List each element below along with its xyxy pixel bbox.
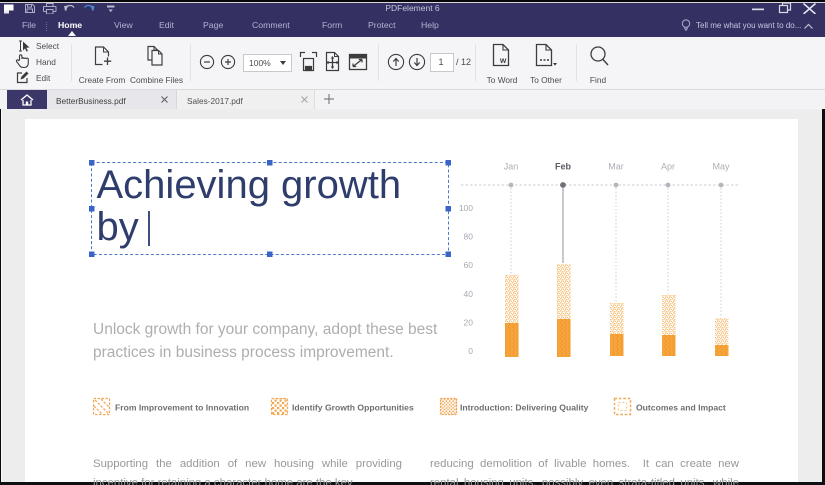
svg-text:80: 80 — [464, 232, 474, 242]
svg-text:Feb: Feb — [555, 162, 572, 172]
svg-text:40: 40 — [464, 289, 474, 299]
svg-text:Introduction: Delivering Quali: Introduction: Delivering Quality — [460, 403, 589, 413]
svg-text:60: 60 — [464, 260, 474, 270]
svg-text:Mar: Mar — [608, 162, 624, 172]
svg-text:Identify Growth Opportunities: Identify Growth Opportunities — [292, 403, 414, 413]
svg-text:20: 20 — [464, 317, 474, 327]
svg-text:May: May — [712, 162, 730, 172]
svg-text:From Improvement to Innovation: From Improvement to Innovation — [115, 403, 249, 413]
svg-text:100: 100 — [459, 203, 473, 213]
svg-text:Apr: Apr — [661, 162, 675, 172]
svg-text:w: w — [499, 56, 507, 65]
svg-text:Jan: Jan — [504, 162, 519, 172]
svg-text:Outcomes and Impact: Outcomes and Impact — [636, 403, 726, 413]
svg-text:0: 0 — [468, 346, 473, 356]
